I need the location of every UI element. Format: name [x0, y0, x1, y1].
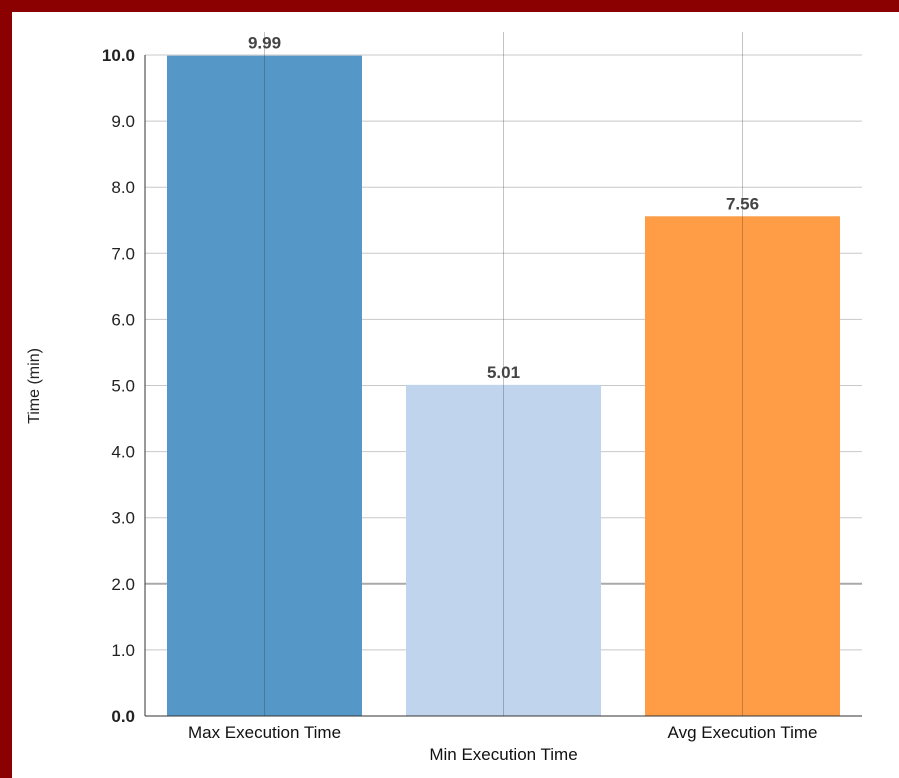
- bars: [167, 55, 840, 716]
- x-tick-label: Min Execution Time: [429, 745, 577, 764]
- chart-frame: 0.0 1.0 2.0 3.0 4.0 5.0 6.0 7.0 8.0 9.0 10.0 9.99 5.…: [12, 12, 899, 778]
- y-tick-label: 7.0: [111, 244, 135, 263]
- y-tick-label: 0.0: [111, 707, 135, 726]
- y-tick-label: 1.0: [111, 641, 135, 660]
- y-tick-label: 4.0: [111, 443, 135, 462]
- axes: [144, 55, 862, 717]
- bar-chart: 0.0 1.0 2.0 3.0 4.0 5.0 6.0 7.0 8.0 9.0 10.0 9.99 5.…: [26, 32, 862, 764]
- x-tick-label: Max Execution Time: [188, 723, 341, 742]
- bar-value-label: 7.56: [726, 194, 759, 213]
- y-tick-label: 2.0: [111, 575, 135, 594]
- y-axis-label: Time (min): [26, 348, 43, 424]
- y-tick-label: 5.0: [111, 377, 135, 396]
- y-tick-label: 10.0: [102, 46, 135, 65]
- bar-value-label: 5.01: [487, 363, 520, 382]
- labels: 0.0 1.0 2.0 3.0 4.0 5.0 6.0 7.0 8.0 9.0 10.0 9.99 5.…: [102, 34, 818, 764]
- bar: [167, 55, 362, 716]
- y-tick-label: 6.0: [111, 310, 135, 329]
- bar: [645, 216, 840, 716]
- x-tick-label: Avg Execution Time: [668, 723, 818, 742]
- bar-value-label: 9.99: [248, 34, 281, 53]
- y-tick-label: 9.0: [111, 112, 135, 131]
- y-tick-label: 3.0: [111, 509, 135, 528]
- vertical-gridlines: [264, 32, 743, 716]
- y-tick-label: 8.0: [111, 178, 135, 197]
- bar: [406, 384, 601, 716]
